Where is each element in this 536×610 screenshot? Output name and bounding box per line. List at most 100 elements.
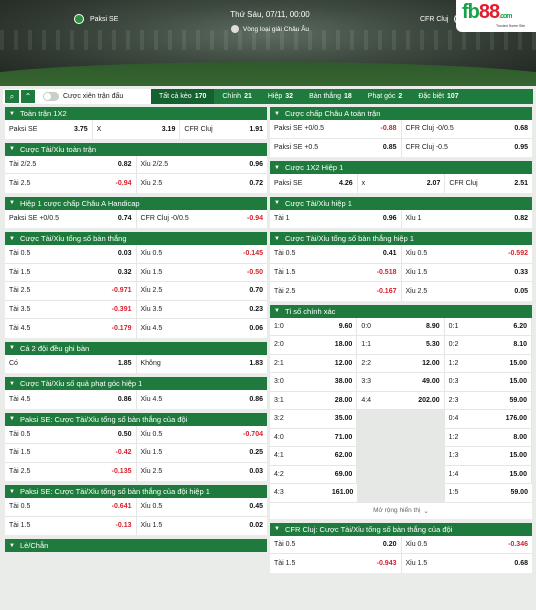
odds-cell[interactable]: 4:0 71.00 [270,428,358,447]
odds-cell[interactable]: 4:1 62.00 [270,447,358,466]
odds-cell[interactable]: x 2.07 [358,174,446,193]
odds-cell[interactable]: 2:0 18.00 [270,336,358,355]
odds-cell[interactable]: Tài 2.5 -0.167 [270,282,402,301]
odds-cell[interactable]: 4:3 161.00 [270,484,358,503]
odds-cell[interactable]: Xỉu 1.5 0.68 [402,554,533,573]
expand-button[interactable]: Mở rộng hiển thị ⌄ [270,503,532,519]
market-header[interactable]: ▼ CFR Cluj: Cược Tài/Xỉu tổng số bàn thắn… [270,522,532,536]
odds-cell[interactable]: Tài 0.5 0.20 [270,535,402,553]
collapse-all-icon[interactable]: ⌃ [21,90,35,103]
odds-cell[interactable]: 1:2 15.00 [444,354,532,373]
odds-cell[interactable]: Tài 1.5 -0.13 [5,516,137,535]
odds-cell[interactable]: Xỉu 2.5 0.03 [137,463,268,482]
odds-cell[interactable]: Xỉu 1.5 0.25 [137,444,268,462]
odds-cell[interactable]: Xỉu 2.5 0.05 [402,282,533,301]
odds-cell[interactable]: CFR Cluj 1.91 [180,120,267,139]
odds-cell[interactable]: Tài 1.5 -0.42 [5,444,137,462]
market-header[interactable]: ▼ Cược Tài/Xỉu tổng số bàn thắng [5,232,267,245]
odds-cell[interactable]: Paksi SE +0/0.5 0.74 [5,209,137,228]
odds-cell[interactable]: 2:2 12.00 [357,354,445,373]
odds-cell[interactable]: Xỉu 4.5 0.86 [137,390,268,409]
odds-cell[interactable]: Tài 2.5 -0.971 [5,282,137,300]
odds-cell[interactable]: Xỉu 1.5 0.02 [137,517,268,536]
parlay-toggle[interactable] [43,92,59,101]
odds-cell[interactable]: Xỉu 3.5 0.23 [137,301,268,319]
odds-cell[interactable]: Xỉu 1.5 -0.50 [137,264,268,282]
odds-cell[interactable]: Xỉu 2.5 0.72 [137,174,268,193]
odds-cell[interactable]: Không 1.83 [137,355,268,374]
odds-cell[interactable]: Tài 4.5 -0.179 [5,319,137,338]
odds-cell[interactable]: Tài 1.5 -0.518 [270,263,402,281]
odds-cell[interactable]: 3:1 28.00 [270,391,358,410]
odds-cell[interactable]: 4:4 202.00 [357,391,445,410]
odds-cell[interactable]: CFR Cluj -0.5 0.95 [402,139,533,158]
odds-cell[interactable]: CFR Cluj -0/0.5 -0.94 [137,210,268,229]
tab-1[interactable]: Chính 21 [214,89,259,104]
odds-cell[interactable]: 0:0 8.90 [357,317,445,336]
odds-cell[interactable]: Xỉu 0.5 -0.704 [137,426,268,444]
odds-cell[interactable]: Xỉu 1.5 0.33 [402,264,533,282]
odds-cell[interactable]: Xỉu 0.5 -0.592 [402,245,533,263]
odds-cell[interactable]: Tài 0.5 -0.641 [5,498,137,516]
odds-cell[interactable]: Tài 0.5 0.50 [5,425,137,443]
odds-cell[interactable]: 3:0 38.00 [270,373,358,392]
odds-cell[interactable]: Có 1.85 [5,354,137,373]
odds-cell[interactable]: Tài 2.5 -0.94 [5,174,137,193]
market-header[interactable]: ▼ Paksi SE: Cược Tài/Xỉu tổng số bàn thắn… [5,485,267,498]
odds-cell[interactable]: Tài 0.5 0.41 [270,245,402,263]
odds-cell[interactable]: Xỉu 0.5 -0.346 [402,536,533,554]
market-header[interactable]: ▼ Cược 1X2 Hiệp 1 [270,161,532,174]
market-header[interactable]: ▼ Cược Tài/Xỉu tổng số bàn thắng hiệp 1 [270,232,532,245]
odds-cell[interactable]: Tài 2/2.5 0.82 [5,155,137,173]
odds-cell[interactable]: 0:4 176.00 [444,410,532,429]
odds-cell[interactable]: Tài 3.5 -0.391 [5,300,137,318]
market-header[interactable]: ▼ Cược Tài/Xỉu hiệp 1 [270,196,532,210]
odds-cell[interactable]: Xỉu 4.5 0.06 [137,319,268,338]
odds-cell[interactable]: CFR Cluj -0/0.5 0.68 [402,120,533,138]
odds-cell[interactable]: 3:2 35.00 [270,410,358,429]
odds-cell[interactable]: 0:3 15.00 [444,373,532,392]
tab-4[interactable]: Phạt góc 2 [360,89,411,104]
odds-cell[interactable]: Paksi SE 4.26 [270,174,358,193]
market-header[interactable]: ▼ Paksi SE: Cược Tài/Xỉu tổng số bàn thắn… [5,412,267,426]
odds-cell[interactable]: Xỉu 1 0.82 [402,210,533,229]
market-header[interactable]: ▼ Cược Tài/Xỉu số quả phạt góc hiệp 1 [5,377,267,390]
odds-cell[interactable]: CFR Cluj 2.51 [445,174,532,193]
brand-logo[interactable]: fb88.com Trusted Home Site [456,0,536,32]
odds-cell[interactable]: Tài 1 0.96 [270,209,402,228]
odds-cell[interactable]: Xỉu 2/2.5 0.96 [137,156,268,174]
odds-cell[interactable]: 1:0 9.60 [270,317,358,336]
odds-cell[interactable]: Tài 2.5 -0.135 [5,462,137,481]
tab-2[interactable]: Hiệp 32 [260,89,301,104]
odds-cell[interactable]: 1:4 15.00 [444,465,532,484]
odds-cell[interactable]: Tài 1.5 -0.943 [270,554,402,573]
odds-cell[interactable]: 1:5 59.00 [444,484,532,503]
market-header[interactable]: ▼ Tỉ số chính xác [270,304,532,318]
tab-5[interactable]: Đặc biệt 107 [410,89,466,104]
odds-cell[interactable]: 1:1 5.30 [357,336,445,355]
market-header[interactable]: ▼ Cả 2 đội đều ghi bàn [5,341,267,355]
odds-cell[interactable]: X 3.19 [93,120,181,139]
tab-3[interactable]: Bàn thắng 18 [301,89,360,104]
odds-cell[interactable]: 4:2 69.00 [270,465,358,484]
odds-cell[interactable]: Tài 4.5 0.86 [5,390,137,409]
odds-cell[interactable]: Paksi SE 3.75 [5,120,93,139]
odds-cell[interactable]: Paksi SE +0/0.5 -0.88 [270,120,402,138]
market-header[interactable]: ▼ Cược chấp Châu A toàn trận [270,107,532,120]
odds-cell[interactable]: 2:3 59.00 [444,391,532,410]
market-header[interactable]: ▼ Hiệp 1 cược chấp Châu A Handicap [5,196,267,210]
odds-cell[interactable]: Xỉu 0.5 0.45 [137,498,268,516]
odds-cell[interactable]: 1:2 8.00 [444,428,532,447]
odds-cell[interactable]: 2:1 12.00 [270,354,358,373]
odds-cell[interactable]: Tài 1.5 0.32 [5,263,137,281]
odds-cell[interactable]: 0:1 6.20 [444,317,532,336]
odds-cell[interactable]: Xỉu 2.5 0.70 [137,282,268,300]
odds-cell[interactable]: 0:2 8.10 [444,336,532,355]
odds-cell[interactable]: 3:3 49.00 [357,373,445,392]
odds-cell[interactable]: Tài 0.5 0.03 [5,245,137,263]
market-header[interactable]: ▼ Lẻ/Chẵn [5,539,267,552]
odds-cell[interactable]: 1:3 15.00 [444,447,532,466]
tab-0[interactable]: Tất cả kèo 170 [151,89,215,104]
market-header[interactable]: ▼ Toàn trận 1X2 [5,107,267,120]
search-icon[interactable]: ⌕ [5,90,19,103]
